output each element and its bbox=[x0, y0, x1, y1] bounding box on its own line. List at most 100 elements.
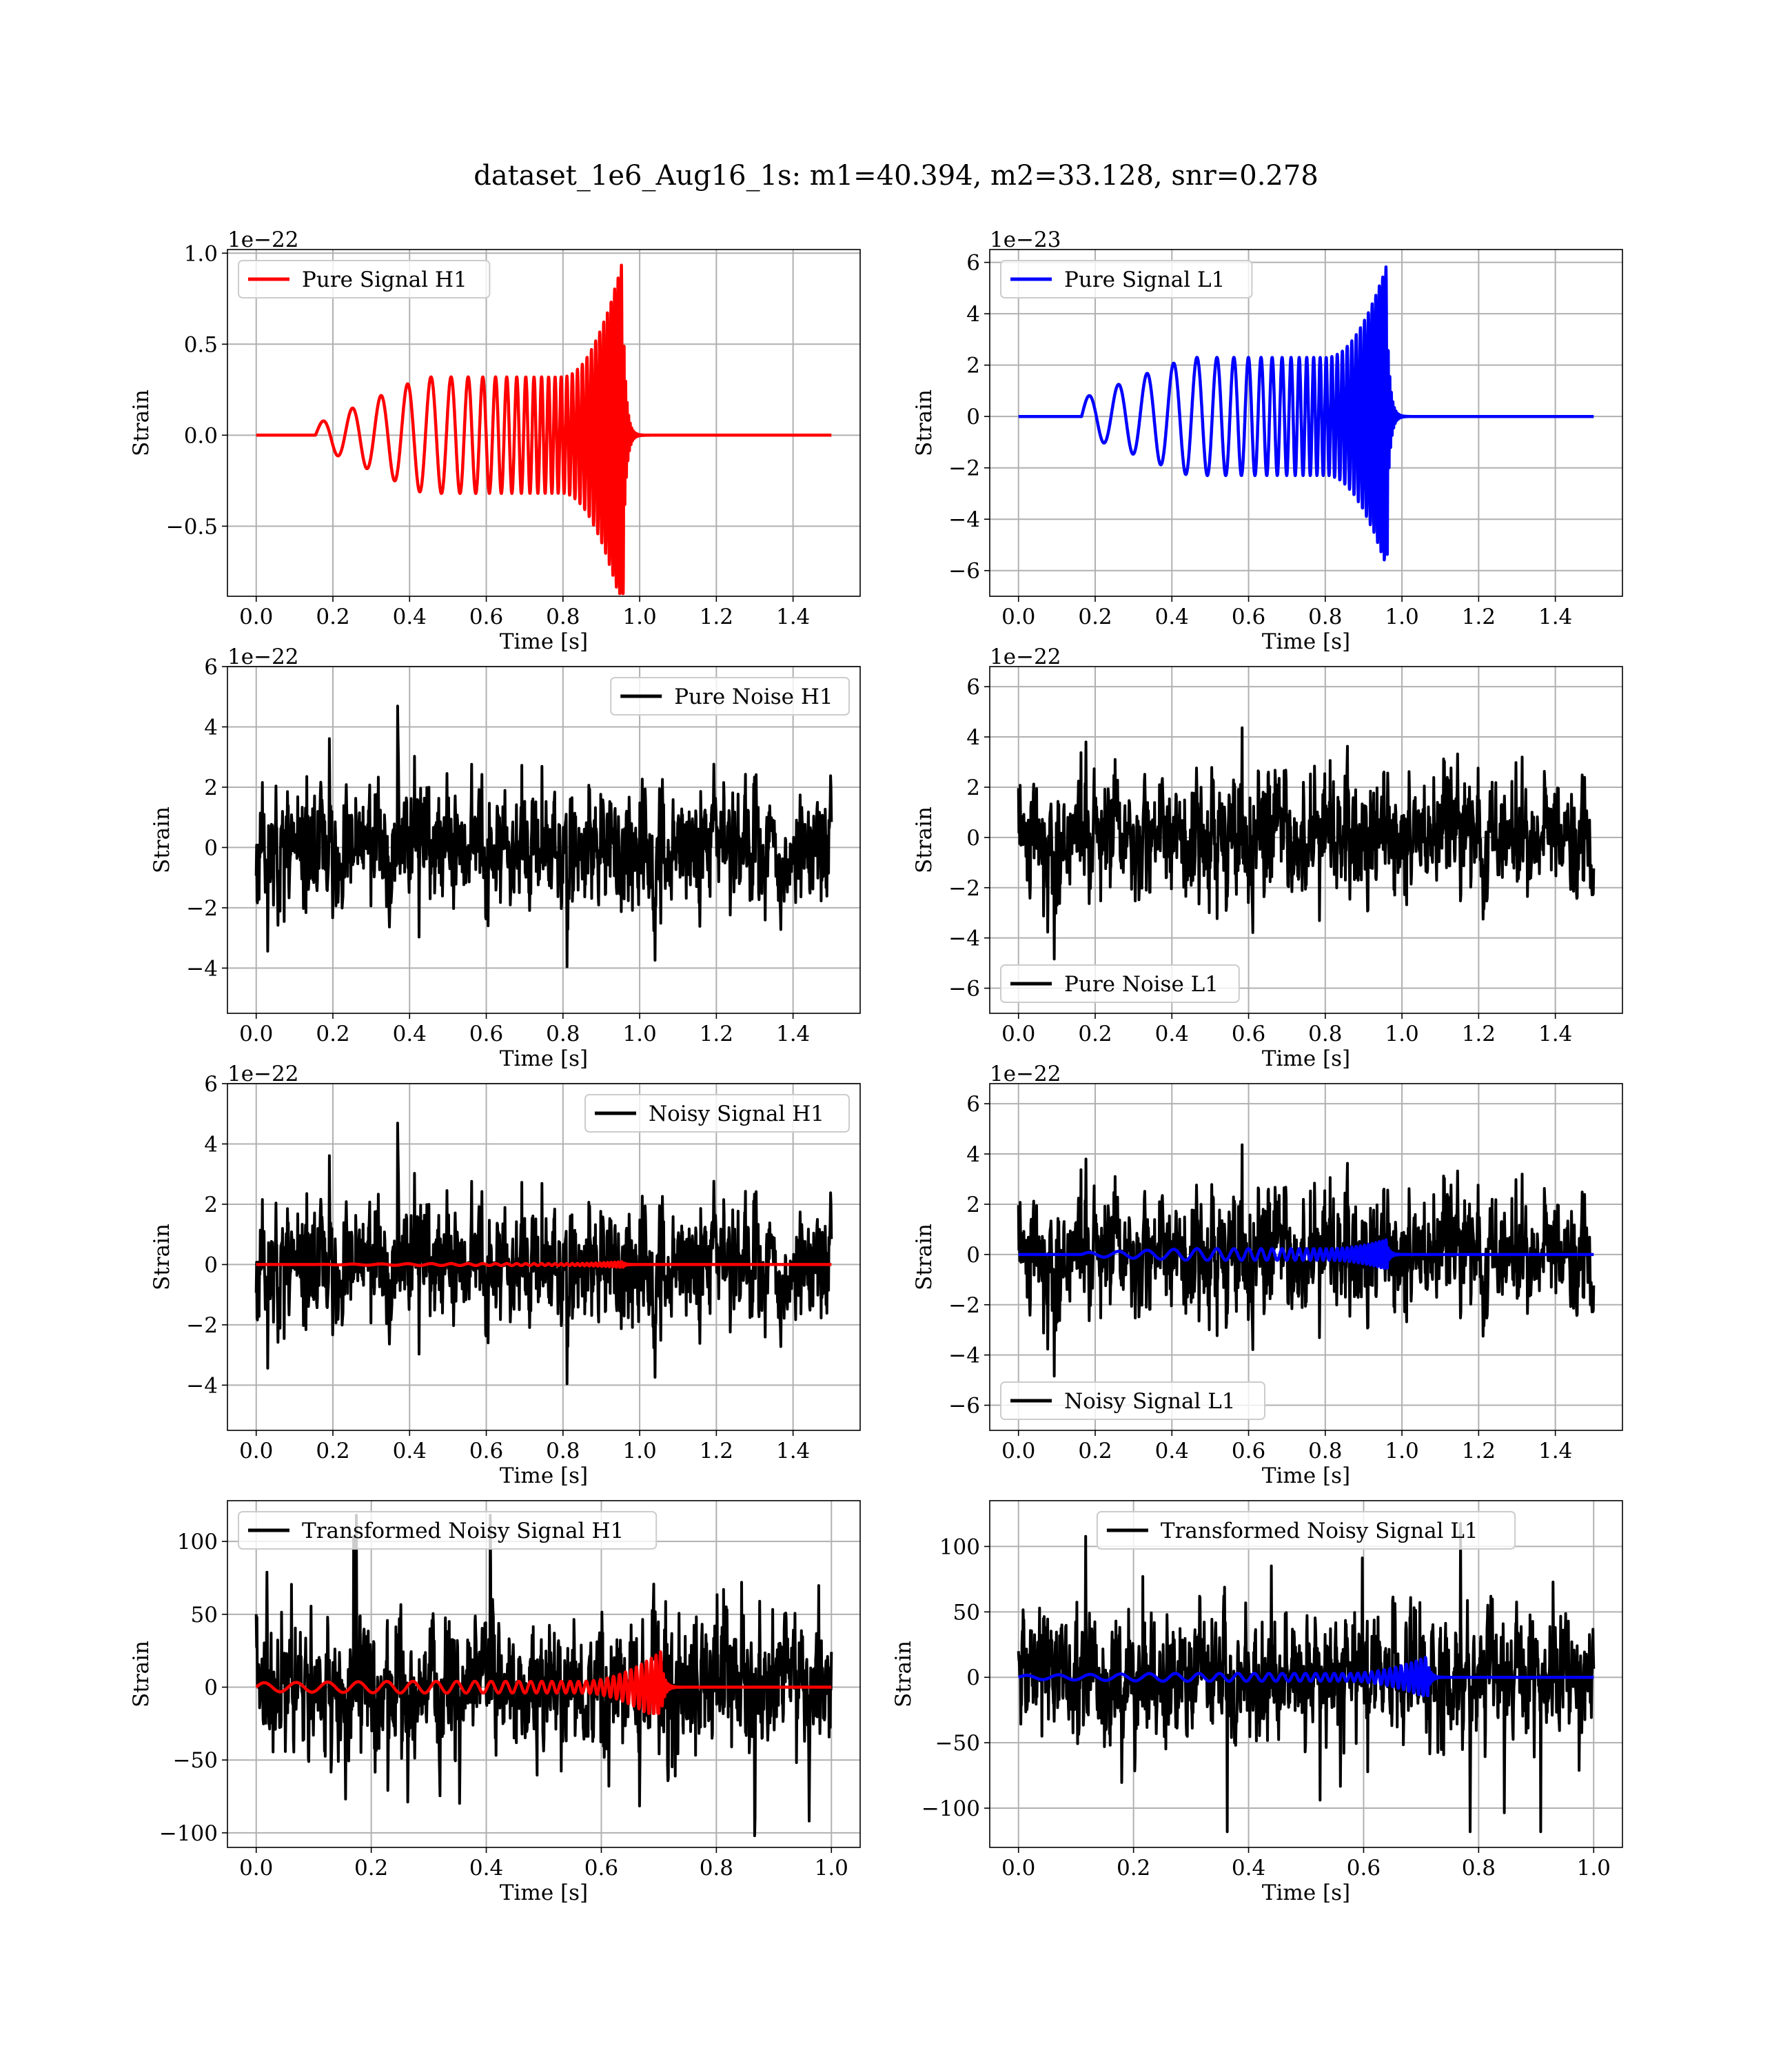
y-tick-label: 4 bbox=[204, 715, 218, 740]
x-axis-label: Time [s] bbox=[1262, 1463, 1350, 1488]
x-tick-label: 1.2 bbox=[1462, 1439, 1496, 1463]
legend: Pure Signal H1 bbox=[238, 260, 491, 298]
x-tick-label: 0.2 bbox=[1078, 1439, 1112, 1463]
x-tick-label: 0.8 bbox=[1308, 1439, 1342, 1463]
x-tick-label: 0.6 bbox=[469, 1022, 503, 1046]
x-tick-label: 0.0 bbox=[239, 1439, 273, 1463]
axes-frame bbox=[989, 666, 1623, 1014]
x-tick-label: 0.6 bbox=[469, 605, 503, 629]
x-tick-label: 0.8 bbox=[1462, 1856, 1496, 1881]
x-tick-label: 0.0 bbox=[239, 605, 273, 629]
y-tick-label: 50 bbox=[191, 1603, 218, 1628]
x-tick-label: 0.6 bbox=[1232, 1022, 1265, 1046]
series-group bbox=[254, 263, 833, 596]
subplot-transformed-noisy-signal-h1: 0.0 0.2 0.4 0.6 0.8 1.0 −100 −50 0 50 100 Time [s] S… bbox=[129, 1500, 861, 1905]
y-tick-label: 0.0 bbox=[184, 423, 218, 448]
y-axis-label: Strain bbox=[912, 389, 937, 456]
signal-trace-pure-signal-h1 bbox=[254, 263, 833, 596]
subplot-noisy-signal-l1: 0.0 0.2 0.4 0.6 0.8 1.0 1.2 1.4 −6 −4 −2 0 2 4 6 Time [… bbox=[912, 1062, 1623, 1488]
y-tick-label: 4 bbox=[204, 1132, 218, 1157]
y-tick-label: −50 bbox=[173, 1748, 218, 1773]
noise-trace-noisy-signal-h1 bbox=[254, 1122, 833, 1386]
axes-frame bbox=[227, 1500, 861, 1848]
noise-trace-pure-noise-h1 bbox=[254, 704, 833, 969]
x-axis-label: Time [s] bbox=[1262, 629, 1350, 654]
axes-frame bbox=[989, 249, 1623, 597]
series-group bbox=[1017, 265, 1596, 562]
axes-frame bbox=[227, 249, 861, 597]
x-tick-label: 0.8 bbox=[700, 1856, 733, 1881]
subplot-pure-noise-h1: 0.0 0.2 0.4 0.6 0.8 1.0 1.2 1.4 −4 −2 0 2 4 6 Time [s]… bbox=[150, 645, 861, 1071]
legend-box bbox=[1096, 1511, 1516, 1550]
legend-label: Transformed Noisy Signal L1 bbox=[1161, 1519, 1478, 1543]
legend-box bbox=[1000, 1381, 1265, 1420]
figure-title: dataset_1e6_Aug16_1s: m1=40.394, m2=33.1… bbox=[474, 160, 1318, 192]
legend-label: Noisy Signal H1 bbox=[649, 1102, 824, 1126]
x-tick-label: 1.0 bbox=[622, 1022, 656, 1046]
series-group bbox=[1017, 726, 1596, 961]
x-tick-label: 0.0 bbox=[1001, 1856, 1035, 1881]
y-tick-label: 50 bbox=[953, 1600, 980, 1625]
axis-offset-label: 1e−22 bbox=[990, 1062, 1061, 1086]
x-tick-label: 0.4 bbox=[1232, 1856, 1265, 1881]
y-tick-label: −100 bbox=[922, 1796, 980, 1821]
x-tick-label: 0.2 bbox=[1078, 1022, 1112, 1046]
axes-frame bbox=[989, 1083, 1623, 1431]
x-tick-label: 1.4 bbox=[1538, 1439, 1572, 1463]
y-tick-label: 1.0 bbox=[184, 241, 218, 266]
x-tick-label: 0.2 bbox=[316, 605, 349, 629]
subplot-transformed-noisy-signal-l1: 0.0 0.2 0.4 0.6 0.8 1.0 −100 −50 0 50 100 Time [s] S… bbox=[891, 1500, 1623, 1905]
x-tick-label: 0.8 bbox=[1308, 605, 1342, 629]
legend-label: Pure Signal H1 bbox=[302, 267, 467, 292]
noise-trace-noisy-signal-l1 bbox=[1017, 1143, 1596, 1378]
y-tick-label: −6 bbox=[948, 559, 980, 584]
x-tick-label: 0.8 bbox=[546, 605, 580, 629]
y-tick-label: 2 bbox=[204, 1193, 218, 1217]
legend: Transformed Noisy Signal H1 bbox=[238, 1511, 658, 1550]
x-axis-label: Time [s] bbox=[1262, 1046, 1350, 1071]
series-group bbox=[254, 1122, 833, 1386]
axis-offset-label: 1e−22 bbox=[227, 1062, 299, 1086]
y-tick-label: 0 bbox=[966, 1665, 980, 1690]
subplot-noisy-signal-h1: 0.0 0.2 0.4 0.6 0.8 1.0 1.2 1.4 −4 −2 0 2 4 6 Time [s]… bbox=[150, 1062, 861, 1488]
x-tick-label: 1.4 bbox=[1538, 605, 1572, 629]
x-tick-label: 0.6 bbox=[1232, 1439, 1265, 1463]
y-tick-label: −2 bbox=[948, 876, 980, 901]
subplot-grid: 0.0 0.2 0.4 0.6 0.8 1.0 1.2 1.4 −0.5 0.0 0.5 1.0 Tim… bbox=[129, 227, 1623, 1905]
legend: Pure Signal L1 bbox=[1000, 260, 1253, 298]
y-tick-label: −0.5 bbox=[166, 514, 218, 539]
subplot-pure-signal-l1: 0.0 0.2 0.4 0.6 0.8 1.0 1.2 1.4 −6 −4 −2 0 2 4 6 Time [… bbox=[912, 227, 1623, 654]
y-tick-label: 0 bbox=[966, 1243, 980, 1268]
x-tick-label: 0.2 bbox=[316, 1022, 349, 1046]
y-tick-label: −50 bbox=[935, 1731, 980, 1756]
legend-label: Pure Noise L1 bbox=[1064, 972, 1219, 997]
legend: Transformed Noisy Signal L1 bbox=[1096, 1511, 1516, 1550]
y-axis-label: Strain bbox=[891, 1641, 916, 1707]
axis-offset-label: 1e−22 bbox=[227, 645, 299, 669]
x-tick-label: 0.6 bbox=[1347, 1856, 1381, 1881]
y-tick-label: 100 bbox=[939, 1534, 980, 1559]
signal-trace-transformed-noisy-signal-h1 bbox=[254, 1650, 833, 1715]
y-tick-label: 0 bbox=[966, 405, 980, 429]
y-axis-label: Strain bbox=[150, 1224, 174, 1290]
y-tick-label: 4 bbox=[966, 725, 980, 750]
y-tick-label: −4 bbox=[948, 1344, 980, 1368]
x-tick-label: 0.8 bbox=[546, 1439, 580, 1463]
x-tick-label: 1.0 bbox=[622, 1439, 656, 1463]
y-tick-label: 6 bbox=[204, 655, 218, 680]
x-tick-label: 0.6 bbox=[1232, 605, 1265, 629]
legend: Pure Noise H1 bbox=[610, 677, 850, 716]
legend-box bbox=[584, 1094, 850, 1133]
y-tick-label: 4 bbox=[966, 1142, 980, 1167]
y-tick-label: −2 bbox=[948, 1293, 980, 1318]
x-tick-label: 0.2 bbox=[316, 1439, 349, 1463]
y-tick-label: 0 bbox=[204, 1253, 218, 1277]
y-tick-label: 0 bbox=[204, 1676, 218, 1701]
x-axis-label: Time [s] bbox=[500, 1463, 588, 1488]
legend-label: Transformed Noisy Signal H1 bbox=[302, 1519, 624, 1543]
y-tick-label: 0 bbox=[966, 826, 980, 851]
series-group bbox=[254, 1514, 833, 1838]
y-tick-label: 2 bbox=[966, 1193, 980, 1217]
x-tick-label: 1.0 bbox=[1385, 605, 1418, 629]
x-tick-label: 1.0 bbox=[622, 605, 656, 629]
